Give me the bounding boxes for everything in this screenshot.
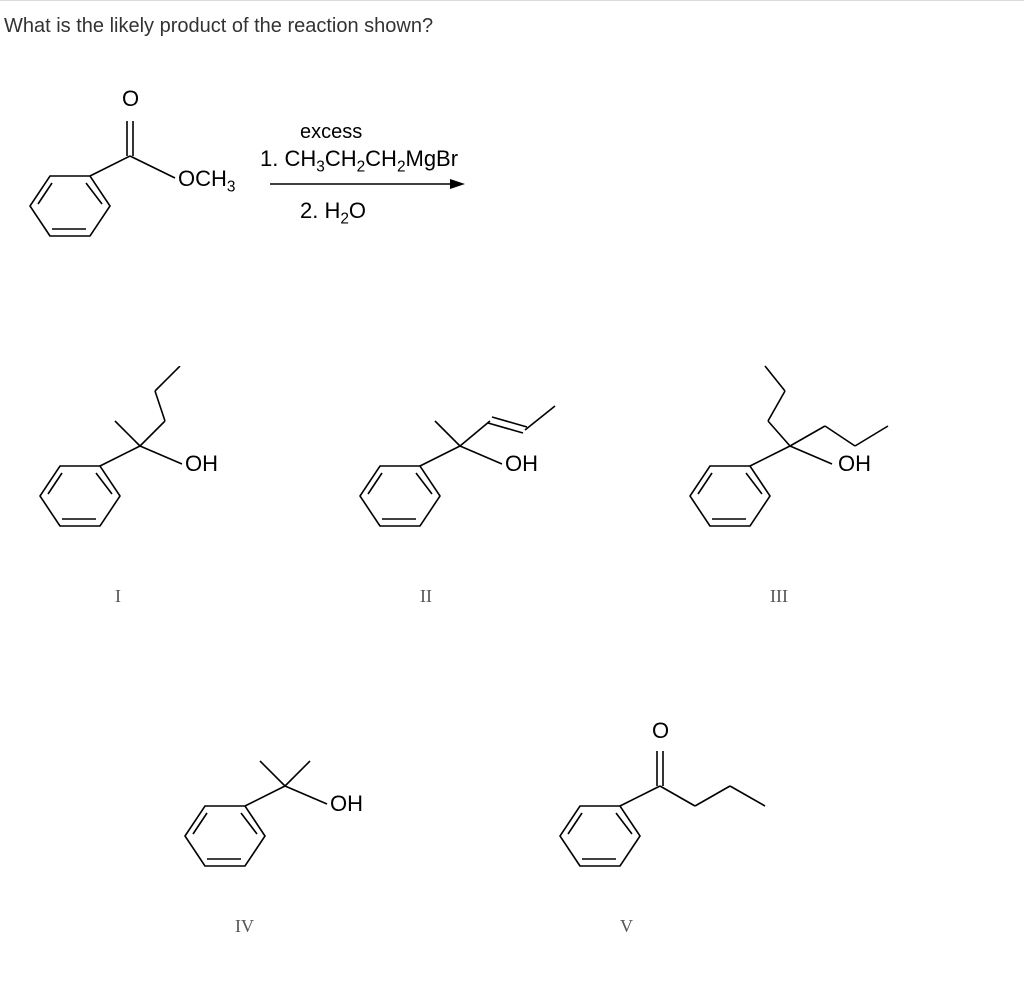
answer-V-o: O [652, 718, 669, 744]
carbonyl-o-label: O [122, 86, 139, 112]
answer-I-label: I [115, 586, 121, 607]
answer-V-label: V [620, 916, 633, 937]
och3-label: OCH3 [178, 166, 235, 196]
answer-II-label: II [420, 586, 432, 607]
reaction-arrow [270, 176, 470, 196]
answer-II-structure [330, 366, 590, 566]
chemistry-scheme: O OCH3 excess 1. CH3CH2CH2MgBr 2. H2O OH… [0, 46, 1024, 1006]
answer-III-structure [650, 356, 950, 566]
reagent-excess: excess [300, 121, 362, 144]
answer-III-label: III [770, 586, 788, 607]
answer-II-oh: OH [505, 451, 538, 477]
answer-I-structure [10, 366, 260, 566]
answer-I-oh: OH [185, 451, 218, 477]
reagent-line2: 2. H2O [300, 198, 366, 228]
question-text: What is the likely product of the reacti… [0, 1, 1024, 46]
answer-IV-oh: OH [330, 791, 363, 817]
reagent-line1: 1. CH3CH2CH2MgBr [260, 146, 458, 176]
answer-IV-label: IV [235, 916, 254, 937]
answer-V-structure [520, 696, 820, 896]
answer-III-oh: OH [838, 451, 871, 477]
